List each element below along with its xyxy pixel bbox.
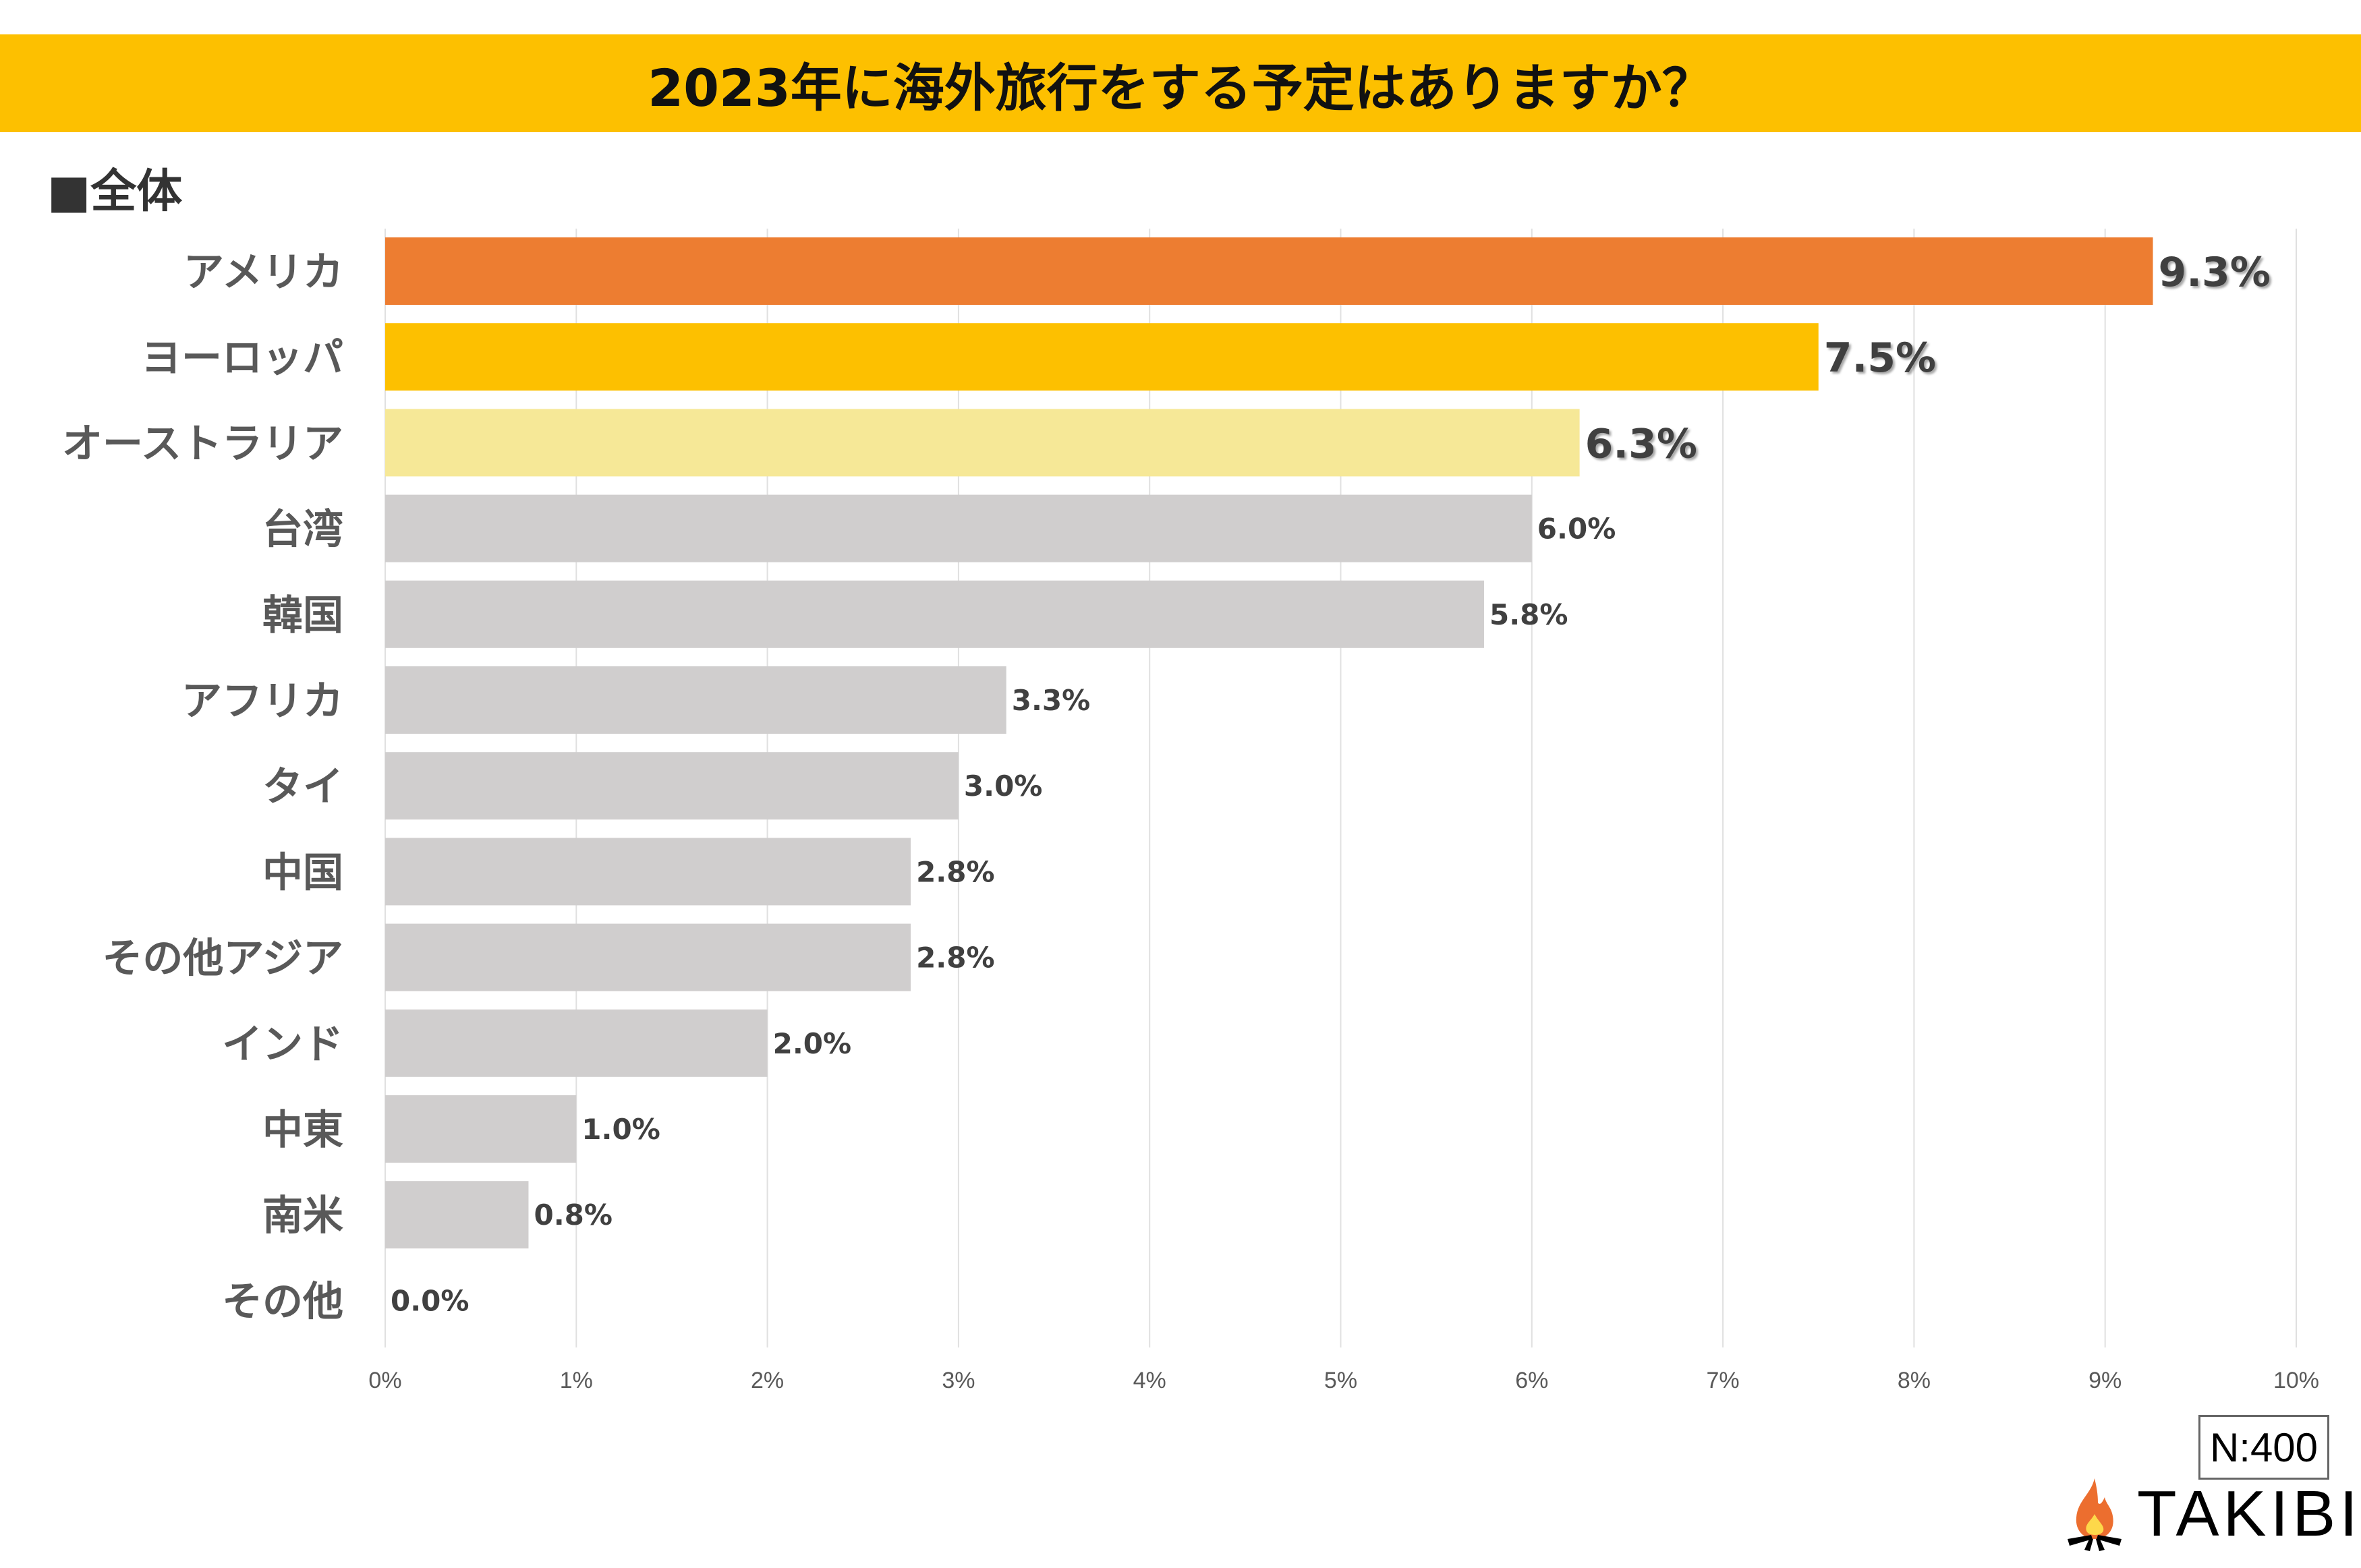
data-label: 6.3%: [1585, 420, 1697, 467]
bar: [385, 494, 1532, 562]
x-tick-label: 2%: [751, 1368, 784, 1393]
data-label: 3.0%: [964, 770, 1042, 803]
sample-size-badge: N:400: [2198, 1415, 2329, 1480]
x-tick-label: 1%: [560, 1368, 593, 1393]
x-tick-label: 8%: [1898, 1368, 1931, 1393]
bar: [385, 409, 1580, 477]
category-label: 台湾: [262, 506, 343, 554]
bar: [385, 1095, 577, 1163]
bar: [385, 666, 1006, 734]
data-label: 2.0%: [773, 1027, 851, 1060]
brand-logo: TAKIBI: [2064, 1477, 2361, 1551]
category-label: 中東: [262, 1107, 343, 1154]
x-tick-label: 5%: [1324, 1368, 1357, 1393]
bar: [385, 323, 1819, 391]
campfire-icon: [2068, 1478, 2122, 1551]
chart-title-bar: 2023年に海外旅行をする予定はありますか？: [0, 34, 2361, 132]
category-label: インド: [222, 1021, 343, 1068]
data-label: 1.0%: [581, 1113, 660, 1146]
bar: [385, 1181, 529, 1249]
x-tick-label: 0%: [368, 1368, 401, 1393]
category-label: ヨーロッパ: [141, 335, 343, 382]
data-label: 6.0%: [1537, 513, 1616, 546]
bar: [385, 752, 959, 820]
chart-subtitle: ■全体: [47, 165, 183, 219]
data-label: 0.0%: [391, 1284, 469, 1317]
data-label: 0.8%: [534, 1198, 612, 1231]
brand-name: TAKIBI: [2137, 1478, 2361, 1550]
category-label: オーストラリア: [62, 420, 343, 467]
x-tick-label: 7%: [1707, 1368, 1740, 1393]
chart-title: 2023年に海外旅行をする予定はありますか？: [648, 57, 1713, 118]
data-label: 7.5%: [1824, 335, 1936, 382]
category-label: タイ: [262, 763, 343, 811]
category-label: その他: [222, 1278, 343, 1325]
x-tick-label: 3%: [942, 1368, 975, 1393]
x-tick-label: 4%: [1133, 1368, 1166, 1393]
x-tick-label: 9%: [2088, 1368, 2122, 1393]
bar: [385, 1009, 768, 1077]
bar: [385, 237, 2153, 305]
bar: [385, 838, 911, 906]
category-label: 中国: [262, 849, 343, 896]
x-tick-label: 6%: [1515, 1368, 1548, 1393]
category-label: アメリカ: [183, 249, 343, 296]
data-label: 9.3%: [2159, 249, 2271, 296]
data-label: 2.8%: [916, 855, 994, 888]
x-tick-label: 10%: [2273, 1368, 2319, 1393]
data-label: 2.8%: [916, 941, 994, 975]
category-label: その他アジア: [102, 935, 343, 983]
data-label: 3.3%: [1012, 684, 1090, 717]
bar: [385, 923, 911, 991]
data-label: 5.8%: [1489, 598, 1568, 631]
category-label: アフリカ: [181, 678, 343, 725]
category-label: 韓国: [262, 592, 343, 639]
category-label: 南米: [262, 1192, 343, 1240]
bar: [385, 580, 1484, 648]
